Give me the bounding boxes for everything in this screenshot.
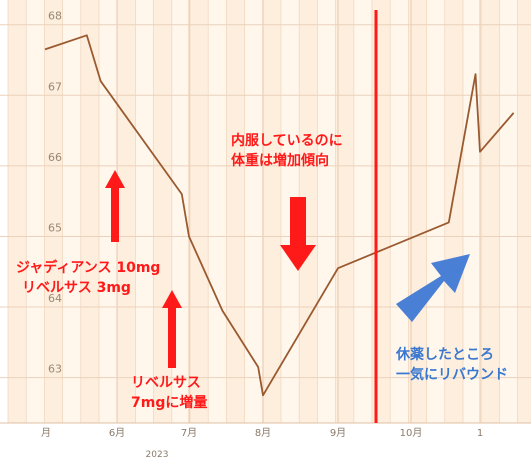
week-stripe xyxy=(208,0,227,423)
week-stripe xyxy=(153,0,172,423)
annotation-weight-gain-line2: 体重は増加傾向 xyxy=(231,152,329,169)
y-tick-label: 67 xyxy=(48,80,62,93)
annotation-increase-line1: リベルサス xyxy=(131,375,201,391)
week-stripe xyxy=(335,0,354,423)
x-axis-year-label: 2023 xyxy=(146,450,169,460)
week-stripe xyxy=(444,0,463,423)
week-stripe xyxy=(299,0,318,423)
y-tick-label: 64 xyxy=(48,292,62,305)
up-arrow-icon xyxy=(105,170,125,242)
x-tick-label: 8月 xyxy=(255,427,271,439)
y-tick-label: 63 xyxy=(48,363,62,376)
x-tick-label: 6月 xyxy=(109,427,125,439)
x-axis-area xyxy=(0,423,531,462)
y-tick-label: 66 xyxy=(48,151,62,164)
week-stripe xyxy=(99,0,118,423)
week-stripe xyxy=(117,0,136,423)
week-stripe xyxy=(135,0,154,423)
down-arrow-icon xyxy=(280,197,316,271)
x-tick-label: 10月 xyxy=(400,427,423,439)
y-axis-ticks: 63 64 65 66 67 68 xyxy=(48,10,62,376)
x-tick-label: 1 xyxy=(477,428,483,439)
up-arrow-icon xyxy=(162,290,182,368)
week-stripe xyxy=(390,0,409,423)
week-stripe xyxy=(353,0,372,423)
week-stripe xyxy=(62,0,81,423)
weight-line xyxy=(44,34,515,397)
week-stripe xyxy=(190,0,209,423)
annotation-rebound-line2: 一気にリバウンド xyxy=(396,366,508,383)
week-stripe xyxy=(517,0,531,423)
week-stripe xyxy=(26,0,45,423)
up-right-arrow-icon xyxy=(396,254,470,322)
week-stripe xyxy=(80,0,99,423)
annotation-rebound-line1: 休薬したところ xyxy=(395,346,494,363)
week-stripe xyxy=(244,0,263,423)
x-tick-label: 9月 xyxy=(330,427,346,439)
annotation-increase-line2: 7mgに増量 xyxy=(131,394,207,411)
annotation-start-line2: リベルサス 3mg xyxy=(22,280,131,296)
week-stripe xyxy=(481,0,500,423)
y-tick-label: 68 xyxy=(48,10,62,23)
week-stripe xyxy=(426,0,445,423)
week-stripe xyxy=(226,0,245,423)
y-tick-label: 65 xyxy=(48,221,62,234)
grid-lines xyxy=(0,0,531,424)
annotation-weight-gain-line1: 内服しているのに xyxy=(231,132,343,149)
x-tick-label: 7月 xyxy=(181,427,197,439)
week-stripe xyxy=(317,0,336,423)
x-tick-label: 月 xyxy=(41,427,51,439)
week-stripe xyxy=(8,0,27,423)
week-stripe xyxy=(171,0,190,423)
week-stripe xyxy=(499,0,518,423)
annotation-start-line1: ジャディアンス 10mg xyxy=(16,259,160,276)
weight-series xyxy=(44,34,515,397)
week-stripe xyxy=(44,0,63,423)
x-axis-ticks: 月 6月 7月 8月 9月 10月 1 xyxy=(41,427,483,439)
week-stripe xyxy=(262,0,281,423)
